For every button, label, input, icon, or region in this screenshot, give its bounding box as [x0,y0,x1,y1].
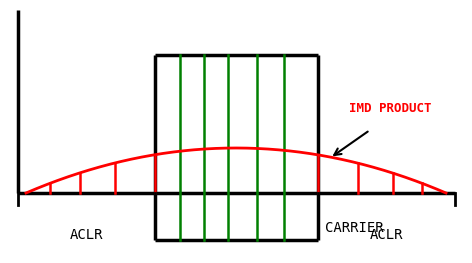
Text: ACLR: ACLR [69,228,103,242]
Text: CARRIER: CARRIER [325,221,384,235]
Text: ACLR: ACLR [369,228,403,242]
Text: IMD PRODUCT: IMD PRODUCT [349,102,431,114]
